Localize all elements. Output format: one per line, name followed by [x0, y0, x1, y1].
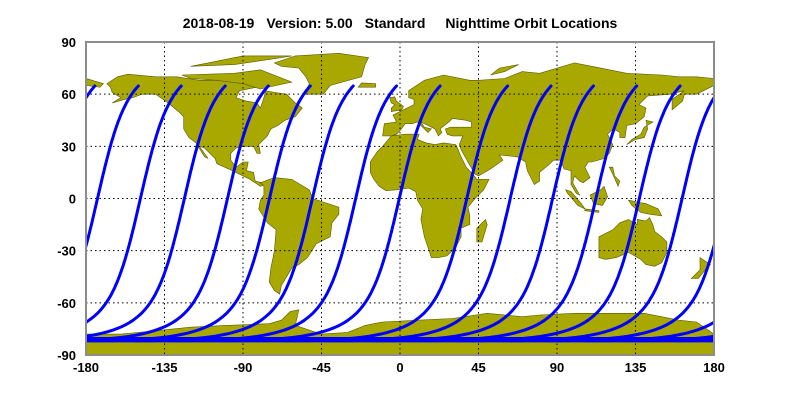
plot-frame: [85, 41, 715, 356]
orbit-track: [507, 240, 714, 343]
orbit-track: [292, 84, 553, 343]
land-arctic-islands-2: [190, 55, 292, 67]
x-tick-label: -90: [234, 360, 253, 375]
orbit-track: [181, 84, 442, 343]
x-axis-ticks: -180 -135 -90 -45 0 45 90 135 180: [73, 360, 725, 375]
orbit-track: [0, 86, 9, 341]
orbit-tracks: [0, 84, 800, 343]
land-iceland: [357, 82, 376, 88]
land-arctic-islands-1: [181, 69, 293, 90]
x-tick-label: 0: [396, 360, 403, 375]
land-novaya-zemlya: [490, 64, 519, 76]
orbit-track: [421, 84, 682, 343]
orbit-track: [86, 84, 183, 325]
land-new-guinea: [627, 199, 663, 217]
orbit-track: [94, 84, 355, 343]
title-product: Standard: [364, 15, 426, 31]
orbit-track: [137, 84, 398, 343]
title-subject: Nighttime Orbit Locations: [445, 15, 618, 31]
orbit-track: [86, 84, 312, 343]
x-tick-label: -135: [151, 360, 177, 375]
y-tick-label: 90: [62, 35, 76, 50]
orbit-track: [86, 84, 270, 342]
orbit-track: [377, 84, 639, 343]
orbit-track: [248, 84, 510, 343]
orbit-track: [0, 86, 52, 341]
land-philippines: [608, 166, 621, 188]
x-tick-label: -180: [73, 360, 99, 375]
land-sumatra: [565, 189, 586, 210]
orbit-track: [724, 86, 800, 341]
orbit-track: [464, 94, 714, 343]
orbit-track: [767, 86, 800, 341]
orbit-track: [86, 84, 97, 101]
title-date: 2018-08-19: [182, 15, 255, 31]
x-tick-label: 45: [471, 360, 485, 375]
y-axis-ticks: 90 60 30 0 -30 -60 -90: [57, 35, 76, 363]
x-tick-label: 135: [625, 360, 647, 375]
land-japan: [626, 119, 654, 145]
chart-title: 2018-08-19 Version: 5.00 Standard Nighttime…: [0, 15, 800, 31]
title-version: Version: 5.00: [266, 15, 353, 31]
y-tick-label: 60: [62, 87, 76, 102]
land-eurasia: [382, 62, 714, 196]
y-tick-label: 30: [62, 139, 76, 154]
orbit-track: [86, 84, 140, 252]
land-madagascar: [476, 218, 488, 243]
land-north-america: [106, 73, 303, 187]
x-tick-label: 180: [703, 360, 725, 375]
orbit-track: [334, 84, 595, 343]
x-tick-label: 90: [550, 360, 564, 375]
land-new-zealand: [690, 257, 711, 279]
y-tick-label: -30: [57, 244, 76, 259]
x-tick-label: -45: [312, 360, 331, 375]
y-tick-label: -60: [57, 296, 76, 311]
land-britain: [389, 96, 404, 112]
y-tick-label: -90: [57, 348, 76, 363]
y-tick-label: 0: [69, 192, 76, 207]
orbit-track: [86, 84, 227, 338]
